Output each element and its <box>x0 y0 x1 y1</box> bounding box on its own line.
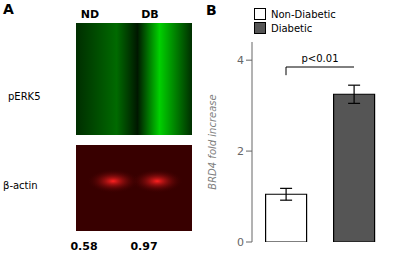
html-text:Non-Diabetic: Non-Diabetic <box>271 8 336 20</box>
svg-text:pERK5: pERK5 <box>8 91 41 102</box>
svg-text:BRD4 fold increase: BRD4 fold increase <box>207 94 218 189</box>
svg-text:0.97: 0.97 <box>130 240 157 253</box>
html-text:Diabetic: Diabetic <box>271 22 313 34</box>
svg-text:A: A <box>8 1 14 17</box>
svg-text:DB: DB <box>141 8 159 21</box>
svg-text:4: 4 <box>237 54 244 67</box>
svg-text:0.58: 0.58 <box>70 240 97 253</box>
svg-text:0: 0 <box>237 236 244 249</box>
svg-text:2: 2 <box>237 145 244 158</box>
svg-text:p<0.01: p<0.01 <box>302 53 339 64</box>
svg-text:ND: ND <box>81 8 99 21</box>
svg-text:β-actin: β-actin <box>8 180 38 191</box>
html-text:B: B <box>206 2 217 18</box>
